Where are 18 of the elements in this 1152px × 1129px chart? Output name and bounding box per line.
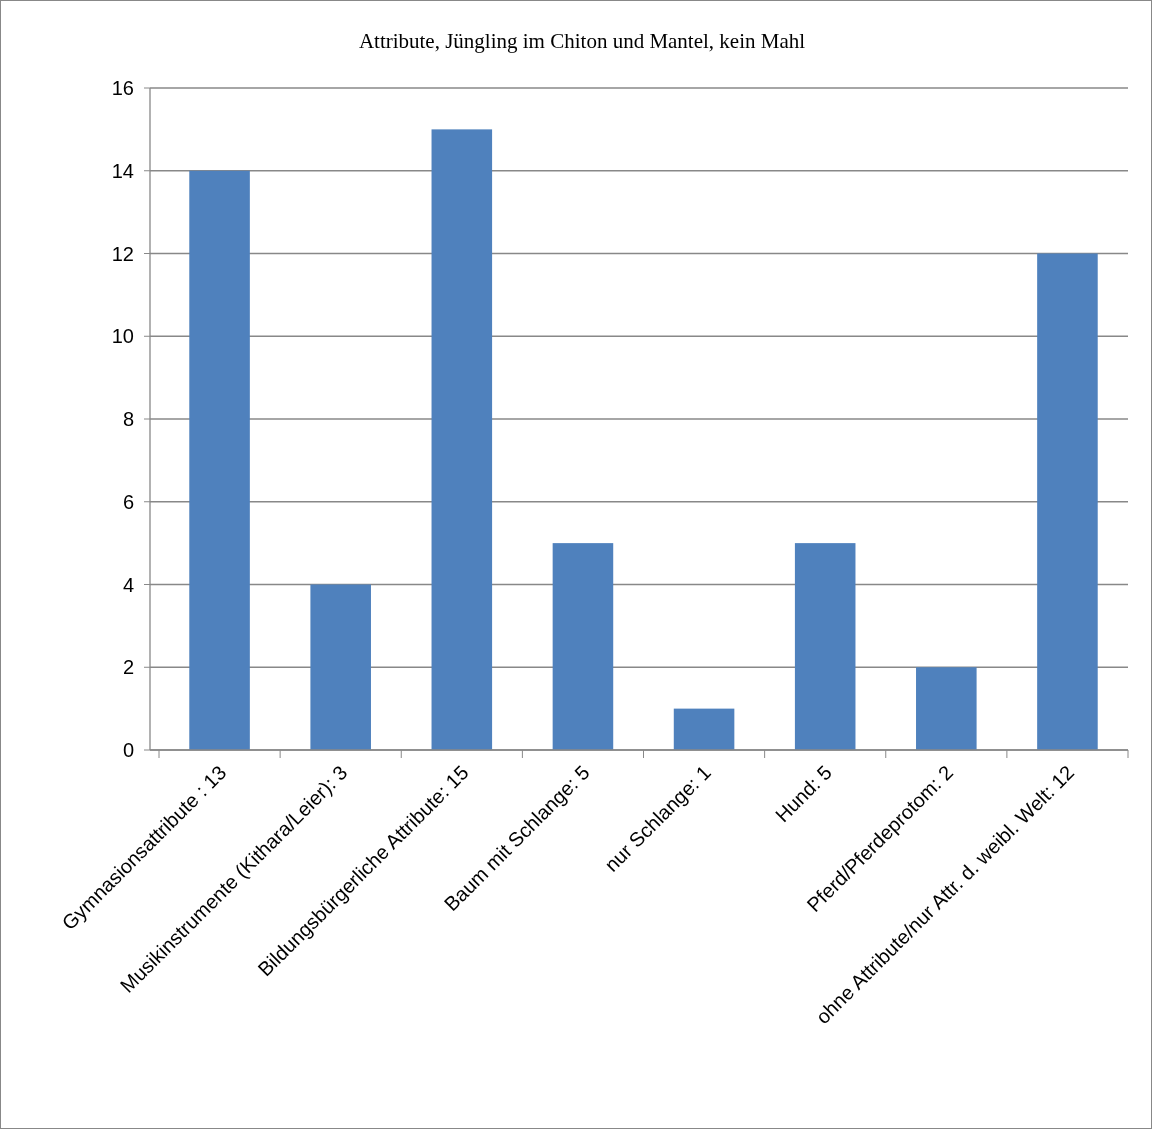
y-tick-label: 10 bbox=[111, 325, 134, 348]
bar bbox=[189, 170, 250, 750]
y-tick-label: 6 bbox=[122, 490, 134, 513]
bar bbox=[552, 543, 614, 750]
bar bbox=[916, 667, 977, 750]
chart-title: Attribute, Jüngling im Chiton und Mantel, kein Mahl bbox=[358, 29, 806, 53]
bar bbox=[431, 129, 493, 750]
y-tick-label: 16 bbox=[111, 77, 134, 99]
bar bbox=[310, 584, 371, 750]
bar bbox=[1037, 253, 1098, 750]
y-tick-label: 0 bbox=[122, 739, 134, 761]
y-tick-label: 4 bbox=[122, 573, 134, 596]
y-tick-label: 2 bbox=[122, 656, 134, 679]
bar bbox=[673, 708, 735, 750]
y-tick-label: 8 bbox=[122, 408, 134, 430]
bar bbox=[794, 543, 856, 750]
y-tick-label: 12 bbox=[111, 242, 134, 265]
y-tick-label: 14 bbox=[111, 159, 134, 182]
